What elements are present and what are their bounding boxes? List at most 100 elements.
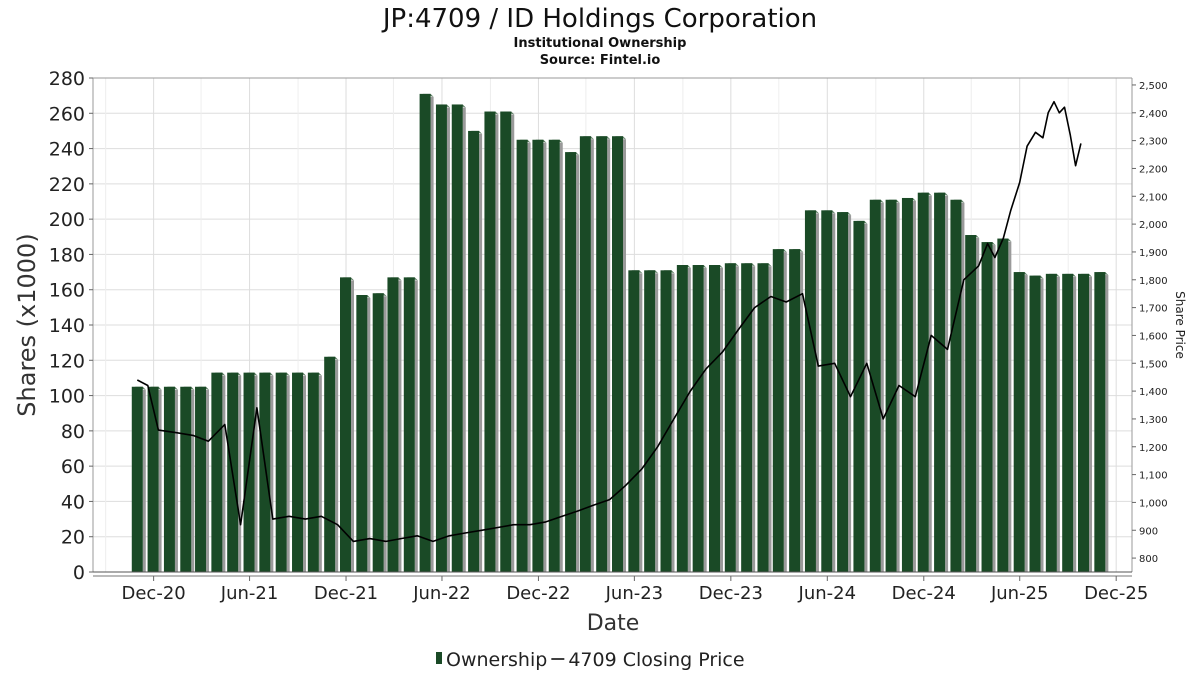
bar-front — [548, 139, 560, 572]
y2-tick-label: 1,900 — [1139, 248, 1168, 259]
ownership-bar — [340, 277, 355, 572]
y2-tick-label: 1,100 — [1139, 471, 1168, 482]
x-tick-label: Jun-25 — [990, 583, 1049, 604]
bar-side — [639, 273, 643, 572]
bar-front — [821, 210, 833, 573]
bar-side — [495, 114, 499, 573]
bar-side — [1008, 241, 1012, 573]
ownership-bar — [1029, 275, 1044, 572]
bar-front — [1013, 272, 1025, 572]
ownership-bar — [259, 372, 274, 572]
bar-side — [527, 142, 531, 572]
bar-side — [880, 202, 884, 572]
y2-tick-label: 2,200 — [1139, 164, 1168, 175]
bar-side — [446, 107, 450, 572]
ownership-bar — [403, 277, 418, 572]
bar-front — [1078, 273, 1090, 572]
bar-front — [403, 277, 415, 572]
bar-side — [351, 280, 355, 572]
bar-front — [516, 139, 528, 572]
ownership-bar — [981, 242, 996, 573]
y-tick-label: 120 — [49, 350, 85, 372]
bar-side — [1024, 275, 1028, 572]
ownership-bar — [789, 249, 804, 572]
ownership-bar — [484, 111, 499, 573]
ownership-bar — [532, 139, 547, 572]
ownership-bar — [692, 265, 707, 572]
ownership-bar — [324, 356, 339, 572]
bar-front — [131, 386, 143, 572]
y2-tick-label: 2,500 — [1139, 81, 1168, 92]
x-tick-label: Dec-20 — [122, 583, 186, 604]
bar-side — [928, 195, 932, 572]
ownership-bar — [1078, 273, 1093, 572]
x-tick-label: Jun-24 — [798, 583, 857, 604]
tick-labels: 0 20 40 60 80 100 120 140 160 180 200 220 240 260 280 8… — [49, 68, 1168, 604]
bar-side — [590, 139, 594, 572]
y2-tick-label: 1,800 — [1139, 276, 1168, 287]
bar-side — [800, 252, 804, 572]
y-tick-label: 0 — [73, 562, 85, 584]
bar-front — [901, 197, 913, 572]
y2-tick-label: 2,100 — [1139, 192, 1168, 203]
x-tick-label: Jun-23 — [605, 583, 664, 604]
ownership-bar — [676, 265, 691, 572]
bar-front — [1029, 275, 1041, 572]
bar-side — [398, 280, 402, 572]
ownership-bar — [772, 249, 787, 572]
bar-front — [997, 238, 1009, 573]
bar-side — [254, 375, 258, 572]
bar-front — [596, 136, 608, 572]
y-tick-label: 40 — [61, 491, 85, 513]
ownership-bar — [917, 192, 932, 572]
bar-side — [720, 268, 724, 572]
ownership-bar — [147, 386, 162, 572]
bar-front — [292, 372, 304, 572]
bar-side — [671, 273, 675, 572]
bar-side — [912, 200, 916, 572]
ownership-bar — [741, 263, 756, 572]
bar-side — [1040, 278, 1044, 572]
y2-tick-label: 1,500 — [1139, 359, 1168, 370]
x-tick-label: Jun-21 — [220, 583, 279, 604]
bar-side — [623, 139, 627, 572]
ownership-bar — [950, 199, 965, 572]
ownership-bar — [804, 210, 819, 573]
bar-front — [565, 152, 577, 572]
ownership-bar — [292, 372, 307, 572]
bar-side — [783, 252, 787, 572]
price-line — [136, 100, 1082, 543]
y-tick-label: 160 — [49, 280, 85, 302]
bar-front — [180, 386, 192, 572]
bar-side — [367, 298, 371, 572]
bar-front — [869, 199, 881, 572]
ownership-bar — [565, 152, 580, 572]
legend-ownership-swatch — [436, 652, 442, 664]
price-line-layer — [136, 100, 1082, 543]
bar-front — [468, 130, 480, 572]
bar-front — [484, 111, 496, 573]
ownership-bar — [419, 93, 434, 572]
x-tick-label: Jun-22 — [412, 583, 471, 604]
y2-tick-label: 1,200 — [1139, 443, 1168, 454]
bar-front — [275, 372, 287, 572]
bar-side — [832, 213, 836, 573]
ownership-bar — [724, 263, 739, 572]
ownership-bar — [227, 372, 242, 572]
bar-side — [511, 114, 515, 573]
bar-side — [222, 375, 226, 572]
bar-front — [741, 263, 753, 572]
bar-front — [628, 270, 640, 572]
ownership-bar — [1045, 273, 1060, 572]
bar-side — [383, 296, 387, 572]
ownership-bar — [885, 199, 900, 572]
y2-tick-label: 1,600 — [1139, 331, 1168, 342]
bar-side — [318, 375, 322, 572]
bar-front — [435, 104, 447, 572]
bar-side — [976, 238, 980, 572]
axes — [89, 77, 1136, 581]
y-tick-label: 60 — [61, 456, 85, 478]
y2-tick-label: 1,700 — [1139, 304, 1168, 315]
bar-side — [335, 359, 339, 572]
bar-front — [917, 192, 929, 572]
